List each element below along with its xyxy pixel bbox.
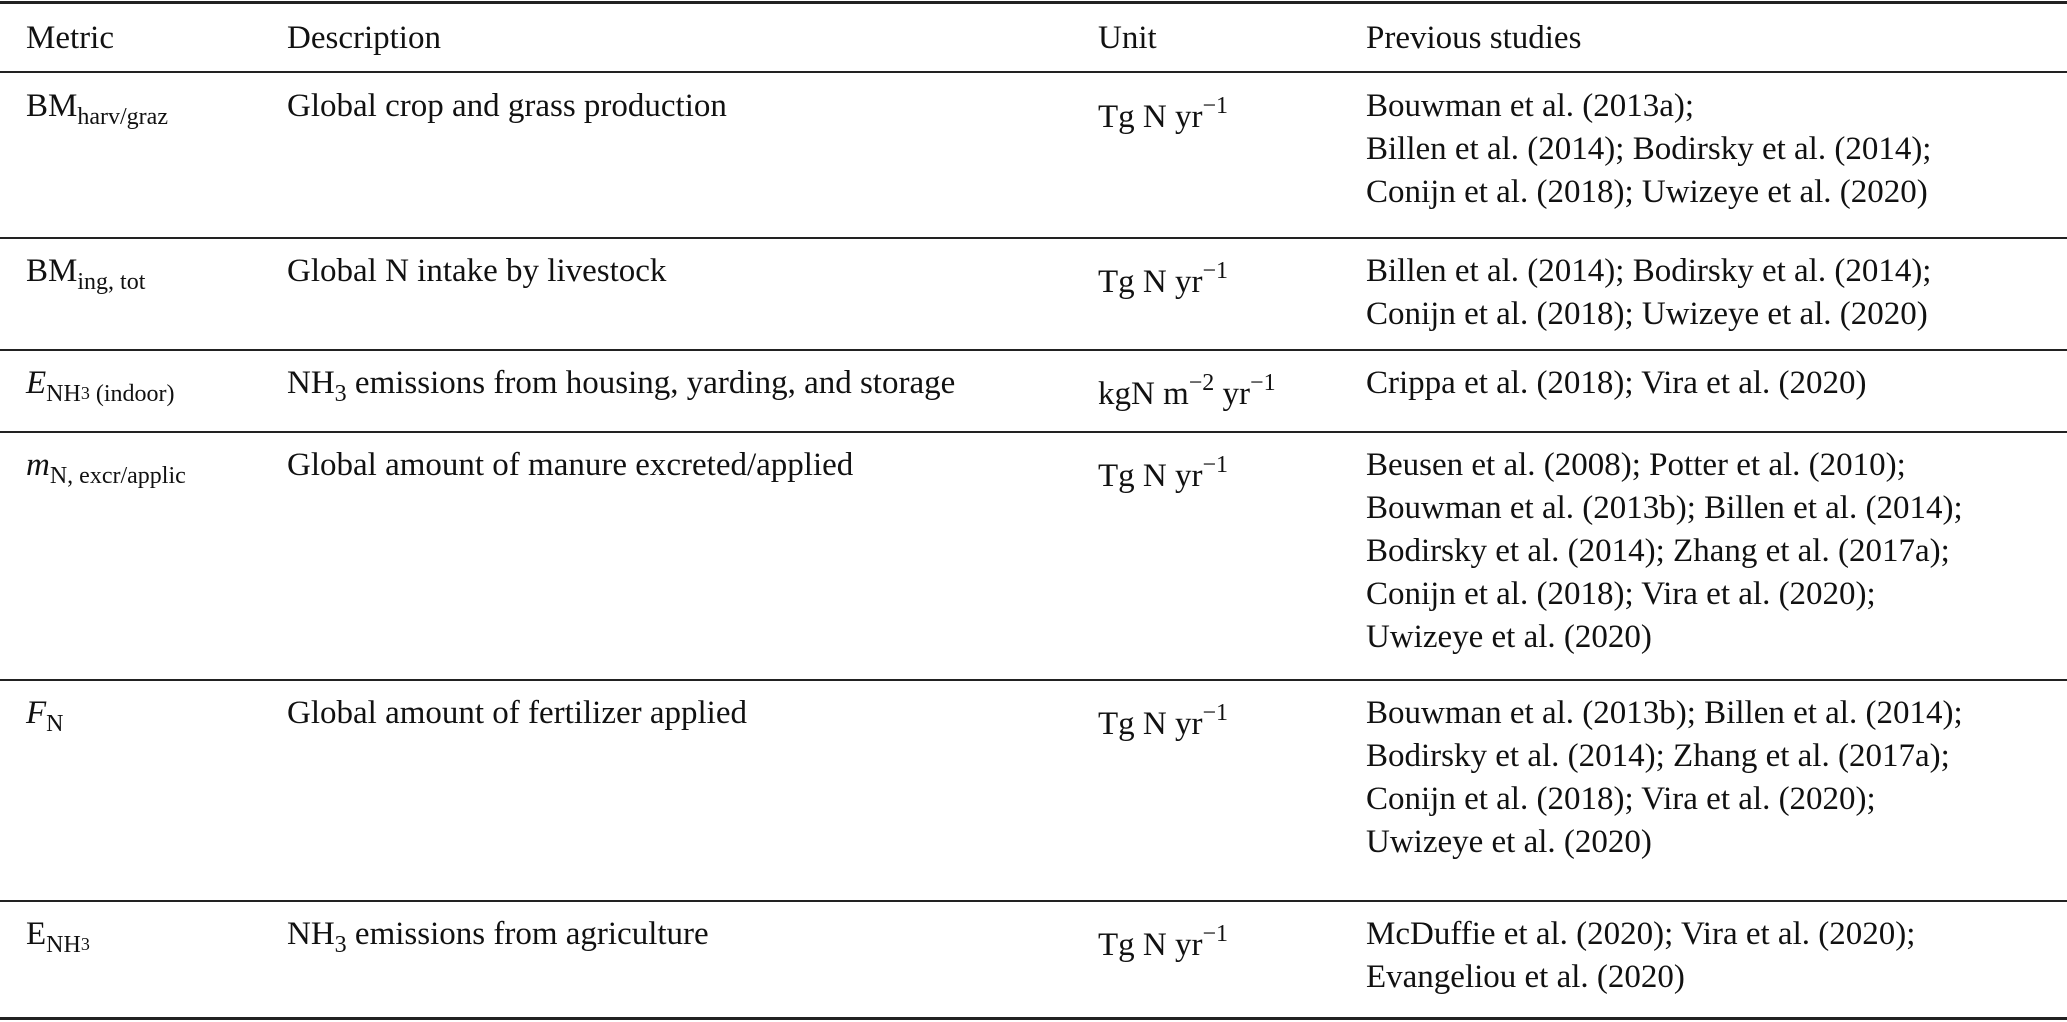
unit-text-segment: −1 xyxy=(1250,370,1276,396)
unit-text-segment: −1 xyxy=(1202,700,1229,726)
unit-text-segment: Tg N yr xyxy=(1098,264,1203,300)
row-rule xyxy=(0,349,2067,351)
cell-metric: BMing, tot xyxy=(26,250,145,304)
cell-previous-studies: Billen et al. (2014); Bodirsky et al. (2… xyxy=(1366,250,1931,336)
cell-previous-studies: Beusen et al. (2008); Potter et al. (201… xyxy=(1366,444,1963,659)
unit-text-segment: −1 xyxy=(1202,258,1229,284)
description-text-segment: emissions from housing, yarding, and sto… xyxy=(346,365,956,401)
cell-previous-studies: McDuffie et al. (2020); Vira et al. (202… xyxy=(1366,913,1915,999)
citation-line: Conijn et al. (2018); Uwizeye et al. (20… xyxy=(1366,296,1928,332)
metric-text-segment: 3 xyxy=(80,383,90,403)
metric-text-segment: N xyxy=(46,711,64,737)
metric-text-segment: E xyxy=(26,916,47,952)
table-row: BMing, tot Global N intake by livestock Tg… xyxy=(0,238,2067,350)
cell-unit: Tg N yr−1 xyxy=(1098,444,1228,498)
header-metric: Metric xyxy=(26,20,114,56)
citation-line: Bodirsky et al. (2014); Zhang et al. (20… xyxy=(1366,533,1950,569)
description-text-segment: Global N intake by livestock xyxy=(287,253,667,289)
citation-line: Bouwman et al. (2013b); Billen et al. (2… xyxy=(1366,490,1963,526)
cell-metric: ENH3 (indoor) xyxy=(26,362,175,416)
description-text-segment: Global crop and grass production xyxy=(287,88,727,124)
header-row: Metric Description Unit Previous studies xyxy=(0,4,2067,72)
description-text-segment: 3 xyxy=(334,932,347,958)
table-row: BMharv/graz Global crop and grass product… xyxy=(0,73,2067,238)
metric-text-segment: F xyxy=(26,695,47,731)
cell-description: Global crop and grass production xyxy=(287,85,727,128)
table-row: ENH3 (indoor) NH3 emissions from housing,… xyxy=(0,350,2067,432)
citation-line: Uwizeye et al. (2020) xyxy=(1366,619,1652,655)
unit-text-segment: Tg N yr xyxy=(1098,99,1203,135)
citation-line: Beusen et al. (2008); Potter et al. (201… xyxy=(1366,447,1906,483)
citation-line: Bodirsky et al. (2014); Zhang et al. (20… xyxy=(1366,738,1950,774)
cell-unit: Tg N yr−1 xyxy=(1098,85,1228,139)
citation-line: Conijn et al. (2018); Vira et al. (2020)… xyxy=(1366,781,1876,817)
unit-text-segment: kgN m xyxy=(1098,376,1189,412)
cell-unit: Tg N yr−1 xyxy=(1098,913,1228,967)
bottom-rule xyxy=(0,1017,2067,1020)
unit-text-segment: −1 xyxy=(1202,452,1229,478)
citation-line: Billen et al. (2014); Bodirsky et al. (2… xyxy=(1366,131,1932,167)
header-description: Description xyxy=(287,20,441,56)
cell-description: Global amount of fertilizer applied xyxy=(287,692,747,735)
unit-text-segment: Tg N yr xyxy=(1098,706,1203,742)
cell-metric: FN xyxy=(26,692,64,746)
metric-text-segment: E xyxy=(26,365,47,401)
metric-text-segment: BM xyxy=(26,88,78,124)
table-row: mN, excr/applic Global amount of manure e… xyxy=(0,432,2067,680)
cell-description: Global amount of manure excreted/applied xyxy=(287,444,853,487)
header-rule xyxy=(0,71,2067,73)
metric-text-segment: m xyxy=(26,447,50,483)
unit-text-segment: −1 xyxy=(1202,921,1229,947)
cell-unit: kgN m−2 yr−1 xyxy=(1098,362,1276,416)
table-row: ENH3 NH3 emissions from agriculture Tg N y… xyxy=(0,901,2067,1018)
unit-text-segment: Tg N yr xyxy=(1098,458,1203,494)
cell-description: NH3 emissions from agriculture xyxy=(287,913,709,967)
description-text-segment: Global amount of fertilizer applied xyxy=(287,695,748,731)
description-text-segment: NH xyxy=(287,365,335,401)
description-text-segment: NH xyxy=(287,916,335,952)
metric-text-segment: (indoor) xyxy=(89,381,175,407)
citation-line: Bouwman et al. (2013a); xyxy=(1366,88,1695,124)
description-text-segment: Global amount of manure excreted/applied xyxy=(287,447,854,483)
description-text-segment: emissions from agriculture xyxy=(346,916,709,952)
header-previous-studies: Previous studies xyxy=(1366,20,1582,56)
cell-previous-studies: Bouwman et al. (2013a); Billen et al. (20… xyxy=(1366,85,1931,214)
citation-line: Conijn et al. (2018); Uwizeye et al. (20… xyxy=(1366,174,1928,210)
cell-previous-studies: Bouwman et al. (2013b); Billen et al. (2… xyxy=(1366,692,1963,864)
metric-text-segment: BM xyxy=(26,253,78,289)
cell-metric: BMharv/graz xyxy=(26,85,168,139)
unit-text-segment: −1 xyxy=(1202,93,1229,119)
citation-line: Billen et al. (2014); Bodirsky et al. (2… xyxy=(1366,253,1932,289)
metric-text-segment: ing, tot xyxy=(77,269,146,295)
metric-text-segment: harv/graz xyxy=(77,104,168,130)
citation-line: Bouwman et al. (2013b); Billen et al. (2… xyxy=(1366,695,1963,731)
cell-unit: Tg N yr−1 xyxy=(1098,692,1228,746)
citation-line: Conijn et al. (2018); Vira et al. (2020)… xyxy=(1366,576,1876,612)
metric-text-segment: NH xyxy=(46,932,81,958)
cell-description: NH3 emissions from housing, yarding, and… xyxy=(287,362,955,416)
cell-description: Global N intake by livestock xyxy=(287,250,666,293)
citation-line: Uwizeye et al. (2020) xyxy=(1366,824,1652,860)
description-text-segment: 3 xyxy=(334,381,347,407)
row-rule xyxy=(0,237,2067,239)
row-rule xyxy=(0,900,2067,902)
metric-text-segment: N, excr/applic xyxy=(49,463,186,489)
metric-text-segment: 3 xyxy=(80,934,90,954)
row-rule xyxy=(0,431,2067,433)
unit-text-segment: Tg N yr xyxy=(1098,927,1203,963)
metric-text-segment: NH xyxy=(46,381,81,407)
citation-line: Crippa et al. (2018); Vira et al. (2020) xyxy=(1366,365,1867,401)
cell-metric: mN, excr/applic xyxy=(26,444,186,498)
table-row: FN Global amount of fertilizer applied Tg … xyxy=(0,680,2067,901)
cell-unit: Tg N yr−1 xyxy=(1098,250,1228,304)
citation-line: McDuffie et al. (2020); Vira et al. (202… xyxy=(1366,916,1916,952)
citation-line: Evangeliou et al. (2020) xyxy=(1366,959,1685,995)
cell-previous-studies: Crippa et al. (2018); Vira et al. (2020) xyxy=(1366,362,1867,405)
top-rule xyxy=(0,1,2067,4)
row-rule xyxy=(0,679,2067,681)
cell-metric: ENH3 xyxy=(26,913,90,967)
unit-text-segment: −2 xyxy=(1188,370,1215,396)
unit-text-segment: yr xyxy=(1214,376,1251,412)
header-unit: Unit xyxy=(1098,20,1157,56)
